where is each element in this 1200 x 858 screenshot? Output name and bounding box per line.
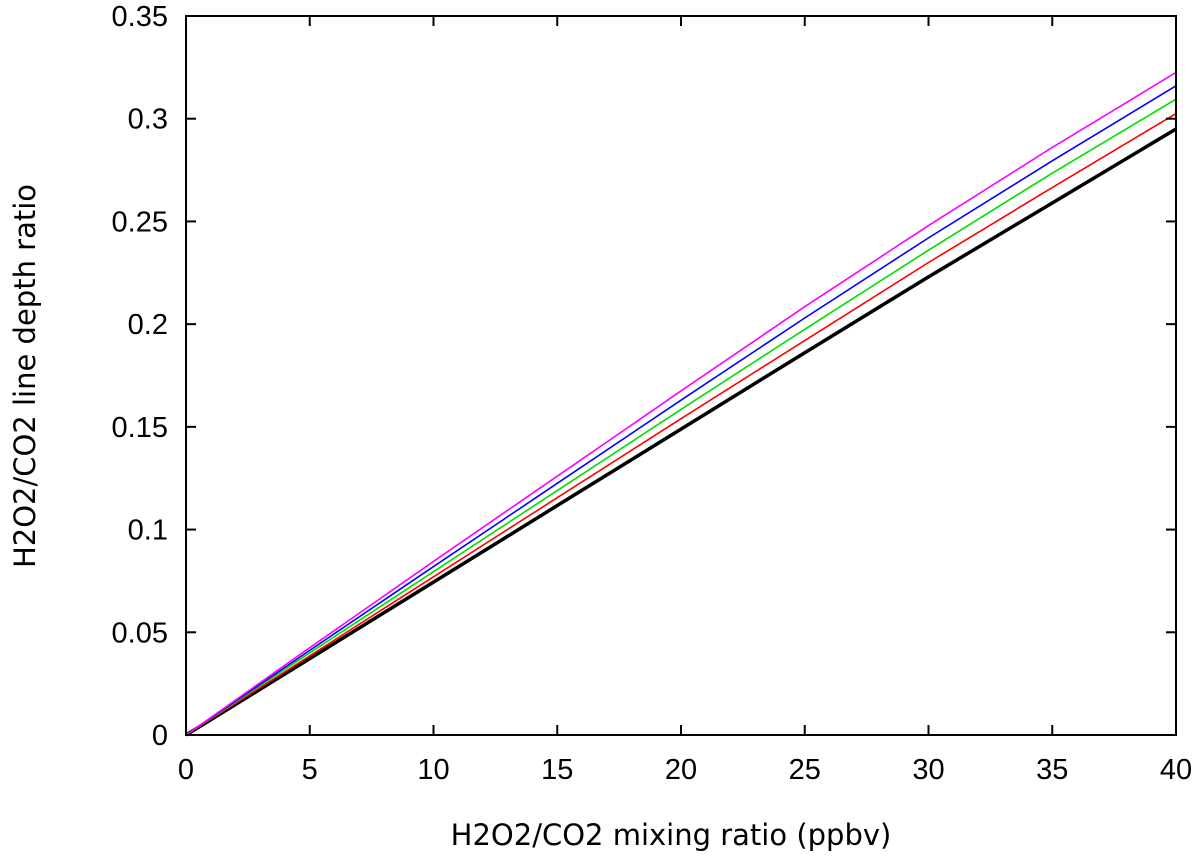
series-line-3	[185, 98, 1177, 736]
y-tick-label: 0.3	[128, 104, 168, 136]
y-tick-label: 0.35	[112, 1, 168, 33]
plot-frame	[185, 15, 1177, 736]
x-tick-label: 15	[541, 754, 573, 786]
series-line-1	[185, 127, 1177, 737]
y-tick-label: 0.05	[112, 617, 168, 649]
series-line-5	[185, 71, 1177, 736]
x-axis-title: H2O2/CO2 mixing ratio (ppbv)	[451, 818, 892, 852]
y-tick-label: 0.25	[112, 206, 168, 238]
x-tick-label: 40	[1160, 754, 1192, 786]
x-tick-label: 30	[912, 754, 944, 786]
tick-labels-layer: 0 5 10 15 20 25 30 35 40 0 0.05 0.1 0.15 0.2 0.25 0.3 0.…	[112, 1, 1193, 786]
x-tick-label: 35	[1036, 754, 1068, 786]
series-line-2	[185, 112, 1177, 736]
x-tick-label: 0	[178, 754, 194, 786]
ticks-layer	[185, 15, 1177, 736]
x-tick-label: 5	[302, 754, 318, 786]
series-line-4	[185, 85, 1177, 736]
x-tick-label: 20	[665, 754, 697, 786]
y-tick-label: 0	[152, 720, 168, 752]
series-layer	[185, 71, 1177, 737]
y-tick-label: 0.1	[128, 515, 168, 547]
x-tick-label: 10	[417, 754, 449, 786]
y-tick-label: 0.2	[128, 309, 168, 341]
x-tick-label: 25	[789, 754, 821, 786]
y-axis-title: H2O2/CO2 line depth ratio	[8, 184, 42, 568]
y-tick-label: 0.15	[112, 412, 168, 444]
